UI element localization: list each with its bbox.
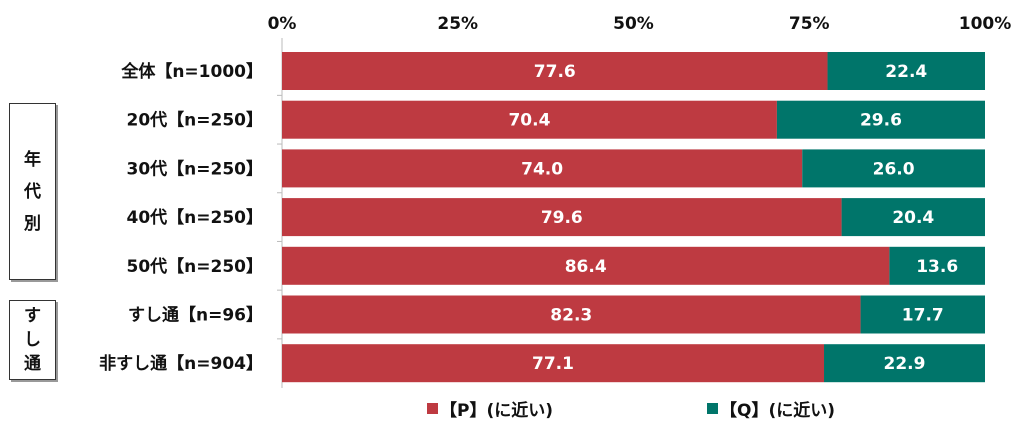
group-box-sushi: す し 通	[9, 300, 56, 380]
category-label: 20代【n=250】	[127, 110, 264, 131]
data-label: 22.4	[885, 62, 927, 82]
category-label: 40代【n=250】	[127, 207, 264, 228]
bars-layer	[282, 52, 985, 383]
data-label: 29.6	[860, 111, 902, 131]
labels-layer: 全体【n=1000】 77.6 22.4 20代【n=250】 70.4 29.6 30代【…	[99, 61, 958, 374]
x-tick-label: 50%	[613, 14, 654, 34]
category-label: 30代【n=250】	[127, 158, 264, 179]
bar-segment-q	[889, 246, 985, 285]
group-sushi-char-1: す	[24, 306, 41, 326]
group-age-char-2: 代	[24, 181, 41, 202]
bar-segment-p	[282, 198, 842, 237]
bar-segment-p	[282, 246, 890, 285]
category-label: 50代【n=250】	[127, 256, 264, 277]
data-label: 77.1	[532, 354, 574, 374]
bar-segment-q	[860, 295, 985, 334]
data-label: 20.4	[892, 208, 934, 228]
x-tick-label: 25%	[437, 14, 478, 34]
group-age-char-3: 別	[24, 213, 41, 234]
legend-label-q: 【Q】(に近い)	[720, 401, 835, 421]
bar-segment-p	[282, 100, 777, 139]
x-tick-label: 100%	[959, 14, 1012, 34]
legend-swatch-q	[707, 403, 718, 414]
legend-swatch-p	[427, 403, 438, 414]
x-tick-label: 75%	[789, 14, 830, 34]
legend-label-p: 【P】(に近い)	[440, 401, 553, 421]
category-label: 非すし通【n=904】	[99, 353, 263, 374]
bar-segment-p	[282, 52, 828, 90]
bar-segment-q	[776, 100, 985, 139]
data-label: 74.0	[521, 159, 563, 179]
data-label: 26.0	[873, 159, 915, 179]
bar-segment-p	[282, 295, 861, 334]
data-label: 82.3	[550, 306, 592, 326]
data-label: 17.7	[902, 306, 944, 326]
data-label: 70.4	[508, 111, 550, 131]
data-label: 22.9	[884, 354, 926, 374]
bar-segment-p	[282, 344, 825, 383]
bar-segment-q	[827, 52, 985, 90]
group-age-char-1: 年	[24, 149, 41, 170]
legend-item-p: 【P】(に近い)	[427, 396, 553, 421]
data-label: 86.4	[565, 257, 607, 277]
data-label: 79.6	[541, 208, 583, 228]
bar-segment-q	[802, 149, 985, 188]
category-label: 全体【n=1000】	[120, 61, 263, 82]
bar-segment-p	[282, 149, 803, 188]
legend-item-q: 【Q】(に近い)	[707, 396, 835, 421]
x-tick-label: 0%	[268, 14, 297, 34]
data-label: 77.6	[534, 62, 576, 82]
data-label: 13.6	[916, 257, 958, 277]
group-sushi-char-2: し	[24, 330, 41, 350]
group-box-age: 年 代 別	[9, 103, 56, 280]
category-label: すし通【n=96】	[128, 305, 263, 326]
bar-segment-q	[841, 198, 985, 237]
bar-segment-q	[824, 344, 985, 383]
group-sushi-char-3: 通	[24, 354, 41, 374]
axis-layer: 0% 25% 50% 75% 100%	[268, 14, 1012, 388]
